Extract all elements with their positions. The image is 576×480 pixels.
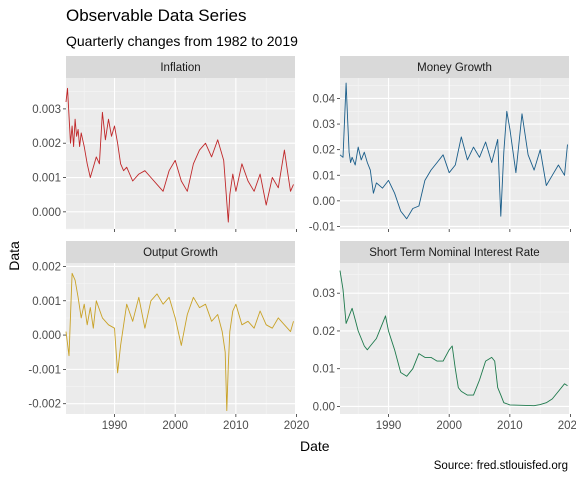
x-tick-label: 2010 bbox=[497, 420, 523, 432]
y-tick-label: 0.00 bbox=[313, 196, 335, 208]
y-tick-label: 0.02 bbox=[313, 326, 335, 338]
facet-title-inflation: Inflation bbox=[160, 62, 200, 74]
y-tick-label: 0.000 bbox=[32, 207, 61, 219]
facet-title-output-growth: Output Growth bbox=[143, 247, 218, 259]
y-tick-label: -0.001 bbox=[28, 364, 61, 376]
y-tick-label: 0.00 bbox=[313, 401, 335, 413]
y-tick-label: 0.002 bbox=[32, 138, 61, 150]
x-axis-label: Date bbox=[300, 438, 330, 454]
x-tick-label: 2020 bbox=[284, 420, 310, 432]
series-line-short-term-nominal-interest-rate bbox=[339, 270, 568, 407]
facet-strip-inflation bbox=[66, 56, 295, 78]
y-tick-label: 0.002 bbox=[32, 261, 61, 273]
y-tick-label: -0.01 bbox=[309, 221, 335, 233]
y-tick-label: 0.04 bbox=[313, 93, 336, 105]
panel-background-short-term-nominal-interest-rate bbox=[340, 263, 569, 414]
x-tick-label: 1990 bbox=[102, 420, 128, 432]
facet-strip-short-term-nominal-interest-rate bbox=[340, 241, 569, 263]
x-tick-label: 2020 bbox=[558, 420, 576, 432]
y-tick-label: -0.002 bbox=[28, 399, 61, 411]
series-line-output-growth bbox=[65, 272, 294, 412]
y-tick-label: 0.001 bbox=[32, 296, 61, 308]
y-tick-label: 0.01 bbox=[313, 364, 335, 376]
page-title: Observable Data Series bbox=[66, 6, 247, 25]
source-caption: Source: fred.stlouisfed.org bbox=[433, 460, 568, 472]
facet-title-money-growth: Money Growth bbox=[417, 62, 492, 74]
y-axis-label: Data bbox=[6, 241, 22, 271]
y-tick-label: 0.03 bbox=[313, 288, 335, 300]
panel-background-inflation bbox=[66, 78, 295, 229]
facet-strip-money-growth bbox=[340, 56, 569, 78]
y-tick-label: 0.001 bbox=[32, 173, 61, 185]
y-tick-label: 0.01 bbox=[313, 170, 335, 182]
facet-strip-output-growth bbox=[66, 241, 295, 263]
panel-background-output-growth bbox=[66, 263, 295, 414]
series-line-money-growth bbox=[339, 82, 568, 220]
y-tick-label: 0.000 bbox=[32, 330, 61, 342]
x-tick-label: 2000 bbox=[162, 420, 188, 432]
panel-background-money-growth bbox=[340, 78, 569, 229]
series-line-inflation bbox=[65, 87, 294, 223]
y-tick-label: 0.03 bbox=[313, 119, 335, 131]
y-tick-label: 0.003 bbox=[32, 104, 61, 116]
x-tick-label: 2010 bbox=[223, 420, 249, 432]
facet-title-short-term-nominal-interest-rate: Short Term Nominal Interest Rate bbox=[369, 247, 539, 259]
x-tick-label: 2000 bbox=[436, 420, 462, 432]
x-tick-label: 1990 bbox=[376, 420, 402, 432]
y-tick-label: 0.02 bbox=[313, 145, 335, 157]
page-subtitle: Quarterly changes from 1982 to 2019 bbox=[66, 33, 298, 49]
